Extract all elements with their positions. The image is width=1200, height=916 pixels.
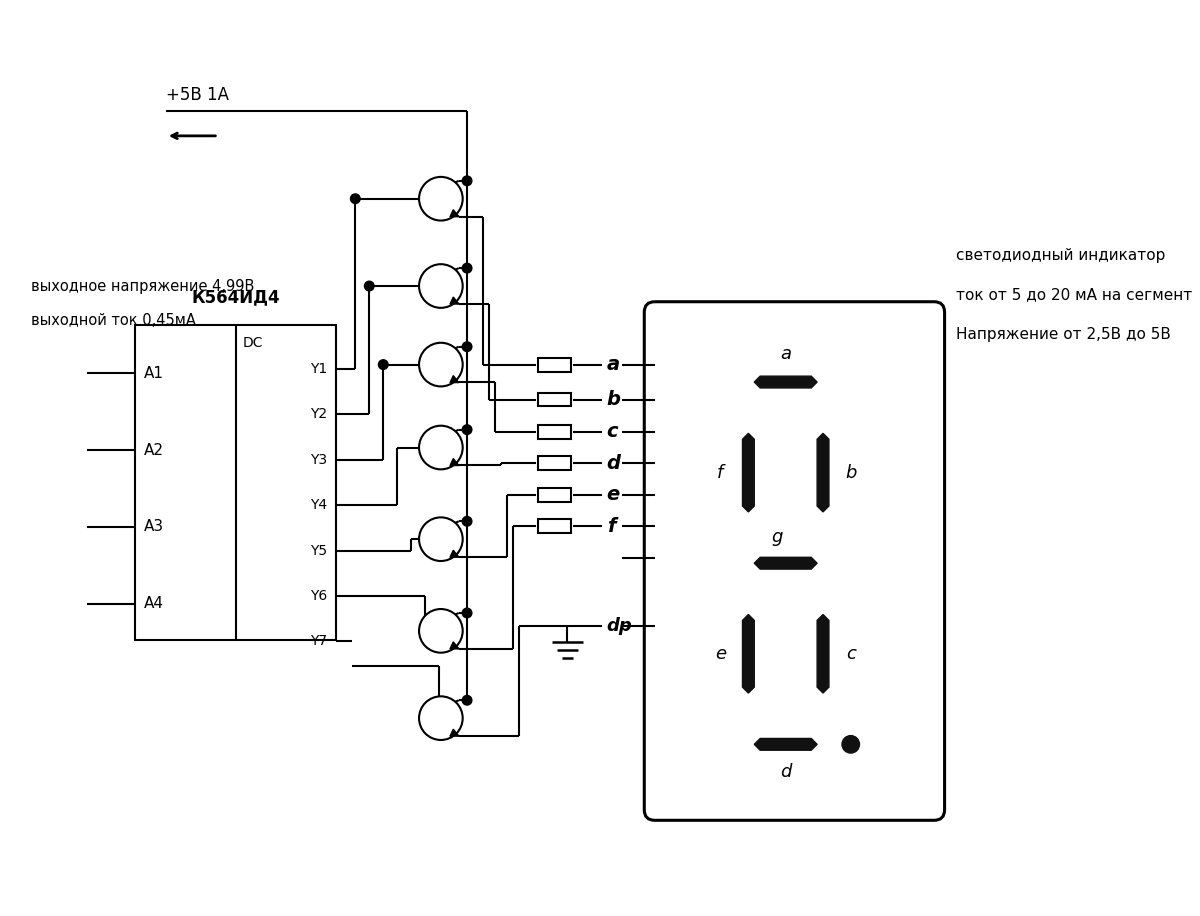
Circle shape [365,281,374,290]
Circle shape [350,194,360,203]
Text: A1: A1 [144,365,164,381]
Circle shape [419,609,463,653]
Polygon shape [450,551,458,557]
Text: A2: A2 [144,442,164,458]
Text: b: b [845,463,857,482]
Text: светодиодный индикатор: светодиодный индикатор [956,248,1165,263]
Polygon shape [450,729,458,736]
Text: d: d [607,453,620,473]
Text: f: f [607,517,616,536]
Text: f: f [718,463,724,482]
Circle shape [419,264,463,308]
Circle shape [462,517,472,526]
Circle shape [462,608,472,617]
Text: Y1: Y1 [310,362,328,376]
Polygon shape [755,376,817,388]
Text: +5В 1А: +5В 1А [166,86,229,104]
Text: Y5: Y5 [311,543,328,558]
Polygon shape [743,615,755,693]
Text: e: e [607,485,620,504]
Circle shape [419,696,463,740]
Circle shape [419,343,463,387]
Text: A3: A3 [144,519,164,534]
Polygon shape [817,433,829,512]
Text: К564ИД4: К564ИД4 [191,289,280,306]
Text: c: c [846,645,856,663]
Bar [538,357,571,372]
Text: выходной ток 0,45мА: выходной ток 0,45мА [30,313,196,329]
Text: выходное напряжение 4,99В: выходное напряжение 4,99В [30,278,254,293]
Text: Напряжение от 2,5В до 5В: Напряжение от 2,5В до 5В [956,326,1171,342]
Text: ток от 5 до 20 мА на сегмент: ток от 5 до 20 мА на сегмент [956,288,1192,302]
Polygon shape [743,433,755,512]
Text: Y3: Y3 [311,453,328,467]
Polygon shape [450,210,458,217]
Circle shape [419,426,463,469]
Text: b: b [607,390,620,409]
Text: Y6: Y6 [310,589,328,603]
Bar [538,519,571,533]
Circle shape [842,736,859,753]
Text: c: c [607,422,618,442]
Polygon shape [450,642,458,649]
FancyBboxPatch shape [644,301,944,821]
Text: A4: A4 [144,596,164,611]
Circle shape [462,342,472,352]
Bar [136,325,336,639]
Polygon shape [450,297,458,304]
Polygon shape [450,459,458,465]
Text: a: a [607,355,620,374]
Bar [538,393,571,407]
Bar [538,425,571,439]
Text: Y7: Y7 [311,634,328,649]
Text: Y2: Y2 [311,408,328,421]
Bar [538,456,571,470]
Bar [538,487,571,502]
Circle shape [378,360,388,369]
Text: d: d [780,763,791,781]
Circle shape [419,518,463,561]
Text: DC: DC [242,336,263,350]
Polygon shape [755,738,817,750]
Circle shape [419,177,463,221]
Text: Y4: Y4 [311,498,328,512]
Polygon shape [755,557,817,569]
Circle shape [462,695,472,705]
Text: a: a [780,345,791,363]
Text: e: e [715,645,726,663]
Polygon shape [450,376,458,383]
Text: dp: dp [607,617,632,636]
Circle shape [462,263,472,273]
Polygon shape [817,615,829,693]
Text: g: g [772,528,782,546]
Circle shape [462,425,472,434]
Circle shape [462,176,472,186]
